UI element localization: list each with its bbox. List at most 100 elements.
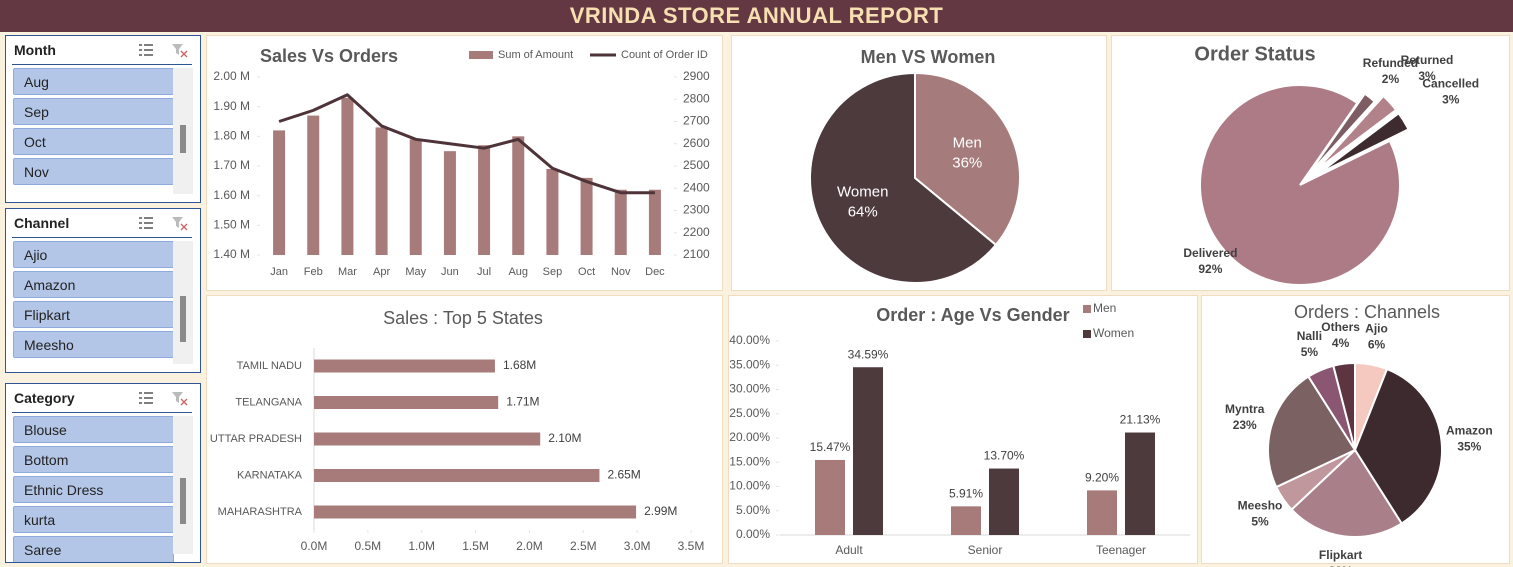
slicer-item[interactable]: Meesho [13,331,174,358]
scrollbar-thumb[interactable] [180,478,186,524]
legend-label: Women [1093,326,1134,340]
scrollbar-thumb[interactable] [180,125,186,153]
slicer-item[interactable]: Blouse [13,416,174,443]
value-label: 21.13% [1120,413,1161,427]
bar [1125,432,1155,535]
slicer-item[interactable]: Sep [13,98,174,125]
slice-label: Flipkart [1319,548,1362,562]
report-title: VRINDA STORE ANNUAL REPORT [569,3,944,28]
pie-slice [1315,94,1398,171]
bar [478,145,491,255]
value-label: 15.47% [810,440,851,454]
slicer-item[interactable]: Flipkart [13,301,174,328]
y-tick-label: 15.00% [729,454,770,468]
chart-title: Sales : Top 5 States [383,308,543,328]
funnel [172,392,183,403]
x-tick-label: 2.0M [516,539,543,553]
chart-title: Order Status [1194,43,1315,65]
multi-select-button[interactable] [137,42,155,58]
y-tick-label: TAMIL NADU [237,360,302,372]
pie-slice [1199,84,1401,286]
y-tick-label: 25.00% [729,406,770,420]
multi-select-button[interactable] [137,390,155,406]
y2-tick-label: 2500 [683,158,710,172]
scrollbar-thumb[interactable] [180,296,186,342]
slice-label: Meesho [1238,499,1283,513]
y2-tick-label: 2800 [683,91,710,105]
x-tick-label: May [405,266,426,278]
y-tick-label: 1.60 M [213,188,250,202]
pie-slice [1332,361,1356,451]
slicer-divider [12,237,192,238]
bar [951,506,981,535]
bar [314,469,600,482]
clear-filter-button[interactable] [171,42,189,58]
y-tick-label: 1.40 M [213,247,250,261]
funnel [172,217,183,228]
chart-title: Men VS Women [861,47,996,67]
chart-title: Orders : Channels [1294,302,1440,322]
pie-slice [1353,367,1443,525]
bar [989,468,1019,535]
slicer-item[interactable]: Oct [13,128,174,155]
bar [815,459,845,535]
pie-slice [1290,448,1404,538]
slicer-item[interactable]: Ajio [13,241,174,268]
slice-value-label: 2% [1382,72,1400,86]
bar [307,115,320,255]
y2-tick-label: 2400 [683,180,710,194]
y-tick-label: 10.00% [729,479,770,493]
slicer-item[interactable]: Nov [13,158,174,185]
bar [853,367,883,535]
value-label: 13.70% [984,449,1025,463]
clear-filter-button[interactable] [171,390,189,406]
legend-swatch [1083,305,1091,313]
y-tick-label: 1.90 M [213,99,250,113]
clear-filter-icon [172,217,188,231]
clear-filter-button[interactable] [171,215,189,231]
x-tick-label: 0.0M [301,539,328,553]
bar [375,127,388,255]
slice-value-label: 92% [1198,262,1222,276]
x-tick-label: Sep [543,266,563,278]
y-tick-label: KARNATAKA [237,469,303,481]
bar [314,396,499,409]
pie-slice [809,71,998,284]
chart-title: Sales Vs Orders [260,46,398,66]
slicer-title: Channel [14,215,70,231]
slice-label: Amazon [1446,423,1493,437]
bar [614,189,627,255]
slice-value-label: 36% [952,154,982,171]
pie-slice [1306,92,1377,177]
x-tick-label: Apr [373,266,390,278]
y2-tick-label: 2100 [683,247,710,261]
x-tick-label: Adult [835,543,863,557]
slicer-item[interactable]: Amazon [13,271,174,298]
x-tick-label: 0.5M [355,539,382,553]
x-tick-label: Dec [645,266,665,278]
slicer-item[interactable]: Saree [13,536,174,562]
clear-filter-icon [172,44,188,58]
x-tick-label: 3.5M [678,539,705,553]
multi-select-icon [139,217,153,229]
cross [180,50,188,58]
slice-value-label: 23% [1233,418,1257,432]
multi-select-button[interactable] [137,215,155,231]
x-tick-label: Teenager [1096,543,1146,557]
x-tick-label: 3.0M [624,539,651,553]
slicer-item[interactable]: Aug [13,68,174,95]
y-tick-label: 2.00 M [213,69,250,83]
slicer-item[interactable]: Ethnic Dress [13,476,174,503]
slice-label: Nalli [1297,329,1322,343]
slicer-divider [12,64,192,65]
x-tick-label: 2.5M [570,539,597,553]
slicer-item[interactable]: Bottom [13,446,174,473]
y-tick-label: 1.50 M [213,218,250,232]
bar [273,130,286,255]
slicer-item[interactable]: kurta [13,506,174,533]
slice-value-label: 3% [1418,69,1436,83]
x-tick-label: Oct [578,266,595,278]
slicer-title: Category [14,390,75,406]
